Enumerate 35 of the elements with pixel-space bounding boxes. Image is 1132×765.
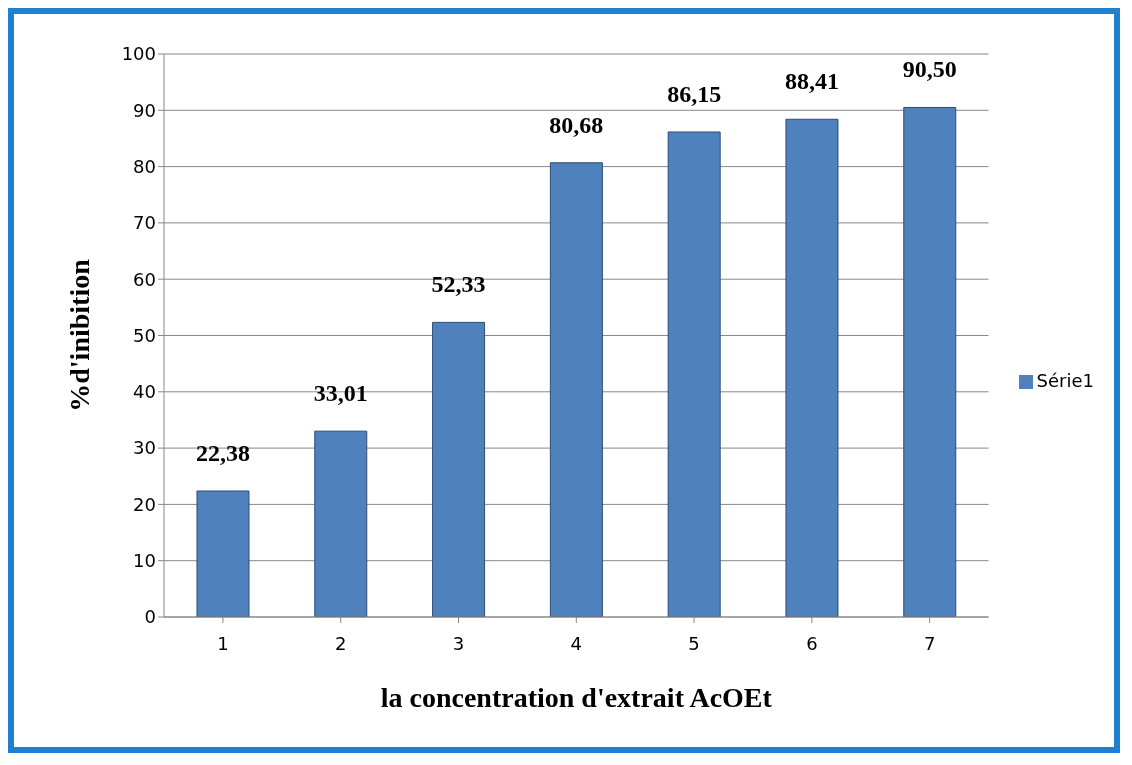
x-tick-label: 5 bbox=[688, 632, 700, 654]
data-label: 22,38 bbox=[195, 440, 250, 466]
data-label: 88,41 bbox=[784, 68, 839, 95]
legend-label: Série1 bbox=[1036, 370, 1094, 391]
data-label: 86,15 bbox=[667, 80, 722, 107]
y-axis-title: %d'inibition bbox=[63, 258, 95, 412]
y-tick-label: 60 bbox=[133, 268, 156, 290]
bar bbox=[314, 430, 368, 617]
y-tick-label: 10 bbox=[133, 550, 156, 572]
y-tick-label: 70 bbox=[133, 212, 156, 234]
y-tick-label: 20 bbox=[133, 493, 156, 515]
bar bbox=[667, 131, 721, 617]
y-tick-label: 50 bbox=[133, 324, 156, 346]
data-label: 52,33 bbox=[431, 271, 486, 298]
y-tick-label: 90 bbox=[133, 99, 156, 121]
x-tick-label: 2 bbox=[334, 632, 347, 654]
x-tick-label: 7 bbox=[923, 632, 936, 654]
bar bbox=[903, 106, 957, 617]
data-label: 90,50 bbox=[902, 56, 957, 83]
data-label: 33,01 bbox=[313, 380, 368, 407]
bar bbox=[549, 162, 603, 617]
bar bbox=[196, 490, 250, 617]
x-tick-label: 3 bbox=[452, 632, 465, 654]
bar bbox=[432, 321, 486, 617]
x-tick-label: 4 bbox=[570, 632, 583, 654]
y-tick-label: 0 bbox=[144, 606, 156, 628]
bar bbox=[785, 118, 839, 617]
x-tick-label: 6 bbox=[806, 632, 818, 654]
y-tick-label: 30 bbox=[133, 437, 156, 459]
y-tick-label: 40 bbox=[133, 381, 156, 403]
x-axis-title: la concentration d'extrait AcOEt bbox=[380, 682, 773, 713]
y-tick-label: 100 bbox=[121, 43, 156, 65]
y-tick-label: 80 bbox=[133, 155, 156, 177]
x-tick-label: 1 bbox=[217, 632, 229, 654]
data-label: 80,68 bbox=[549, 111, 604, 138]
